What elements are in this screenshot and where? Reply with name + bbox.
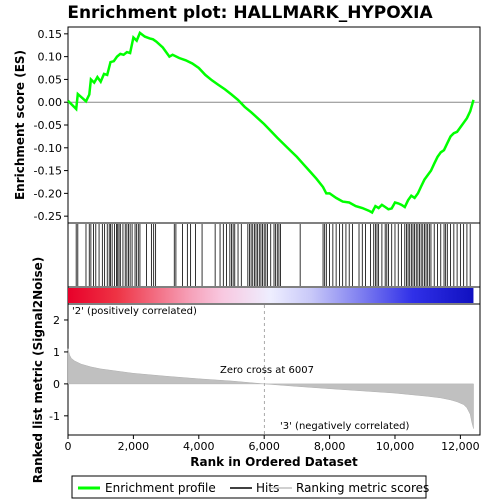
rank-bar-gradient [68, 288, 474, 303]
es-y-tick-label: -0.05 [34, 119, 62, 132]
zero-cross-label: Zero cross at 6007 [220, 365, 314, 376]
x-tick-label: 2,000 [118, 440, 150, 453]
enrichment-profile-line [67, 30, 475, 215]
legend-label-profile: Enrichment profile [105, 481, 216, 495]
x-tick-label: 8,000 [314, 440, 346, 453]
chart-title: Enrichment plot: HALLMARK_HYPOXIA [67, 3, 433, 23]
metric-panel-frame [67, 303, 481, 436]
es-y-ticks: 0.15 0.10 0.05 0.00 -0.05 -0.10 -0.15 -0.20 -0.2… [34, 28, 68, 223]
es-y-tick-label: 0.05 [38, 73, 63, 86]
legend-label-hits: Hits [256, 481, 279, 495]
metric-x-ticks: 0 2,000 4,000 6,000 8,000 10,000 12,000 [65, 435, 480, 453]
x-tick-label: 0 [65, 440, 72, 453]
es-y-tick-label: 0.00 [38, 96, 63, 109]
legend: Enrichment profile Hits Ranking metric s… [71, 475, 429, 499]
metric-y-axis-label: Ranked list metric (Signal2Noise) [31, 257, 45, 484]
hit-lines [75, 224, 471, 286]
x-axis-label: Rank in Ordered Dataset [190, 455, 358, 469]
hits-panel [67, 222, 481, 288]
metric-y-tick-label: 1 [53, 346, 60, 359]
es-panel: 0.15 0.10 0.05 0.00 -0.05 -0.10 -0.15 -0.20 -0.2… [13, 26, 481, 224]
ranking-metric-area [67, 348, 474, 429]
legend-frame [71, 475, 427, 499]
es-y-tick-label: -0.25 [34, 210, 62, 223]
positive-correlation-label: '2' (positively correlated) [72, 306, 197, 317]
negative-correlation-label: '3' (negatively correlated) [280, 421, 409, 432]
metric-panel: 210-1 0 2,000 4,000 6,000 8,000 10,000 12,000 … [31, 257, 481, 484]
es-y-tick-label: 0.10 [38, 51, 63, 64]
legend-label-metric: Ranking metric scores [296, 481, 429, 495]
es-y-axis-label: Enrichment score (ES) [13, 50, 27, 200]
ranking-color-bar [67, 286, 481, 305]
es-y-tick-label: -0.10 [34, 142, 62, 155]
x-tick-label: 6,000 [248, 440, 280, 453]
metric-y-tick-label: -1 [49, 410, 60, 423]
metric-y-tick-label: 2 [53, 314, 60, 327]
x-tick-label: 10,000 [376, 440, 415, 453]
metric-y-tick-label: 0 [53, 378, 60, 391]
es-y-tick-label: -0.15 [34, 165, 62, 178]
x-tick-label: 4,000 [183, 440, 215, 453]
x-tick-label: 12,000 [441, 440, 480, 453]
metric-y-ticks: 2 1 0 -1 [49, 314, 68, 423]
es-y-tick-label: 0.15 [38, 28, 63, 41]
es-y-tick-label: -0.20 [34, 187, 62, 200]
es-panel-frame [67, 26, 481, 224]
